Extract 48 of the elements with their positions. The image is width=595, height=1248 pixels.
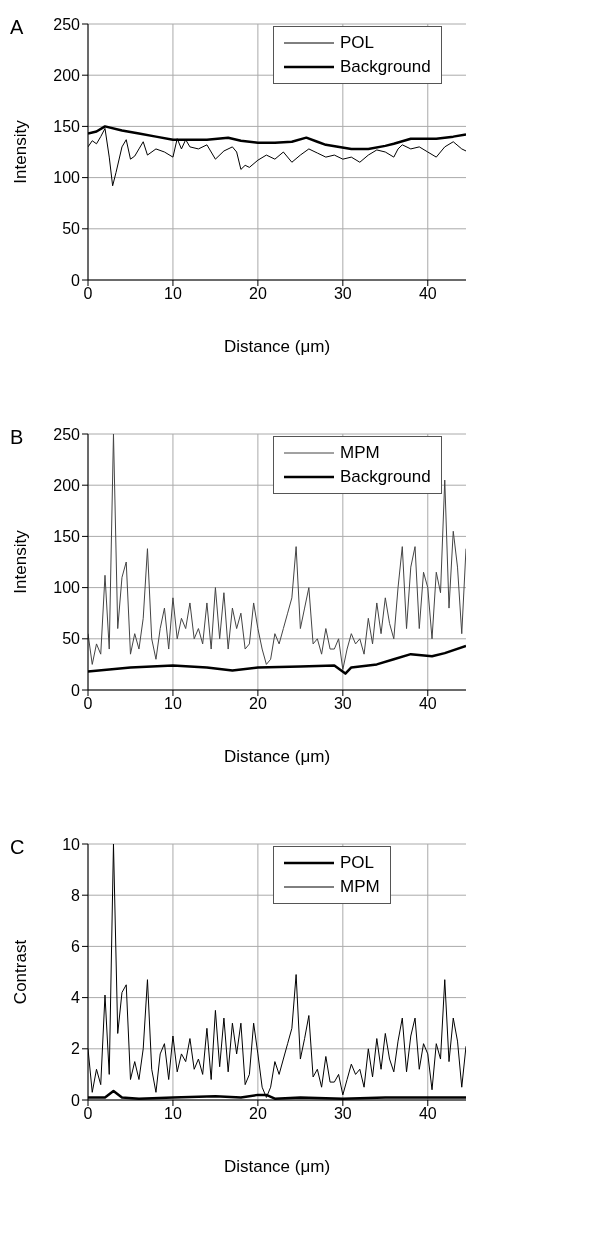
- x-tick-label: 10: [164, 1105, 182, 1123]
- chart-title: A: [10, 16, 24, 39]
- x-tick-label: 40: [418, 285, 437, 303]
- y-tick-label: 10: [62, 835, 81, 853]
- y-tick-label: 100: [53, 169, 81, 187]
- y-tick-label: 200: [53, 66, 81, 84]
- x-tick-label: 30: [333, 1105, 352, 1123]
- x-tick-label: 40: [418, 1105, 437, 1123]
- y-tick-label: 250: [53, 15, 81, 33]
- x-tick-label: 10: [164, 285, 182, 303]
- y-tick-label: 2: [71, 1040, 81, 1058]
- y-tick-label: 0: [71, 681, 81, 699]
- y-tick-label: 250: [53, 425, 81, 443]
- x-tick-label: 20: [248, 1105, 267, 1123]
- y-tick-label: 150: [53, 528, 81, 546]
- y-tick-label: 50: [62, 630, 81, 648]
- chart-title: B: [10, 426, 24, 449]
- x-tick-label: 40: [418, 695, 437, 713]
- legend-label: POL: [340, 853, 375, 873]
- x-tick-label: 0: [83, 695, 93, 713]
- x-tick-label: 10: [164, 695, 182, 713]
- x-axis-title: Distance (μm): [223, 1157, 331, 1176]
- legend-label: Background: [340, 57, 431, 77]
- y-tick-label: 0: [71, 1091, 81, 1109]
- y-axis-title: Intensity: [11, 119, 31, 184]
- y-axis-title: Contrast: [11, 939, 31, 1005]
- x-tick-label: 20: [248, 285, 267, 303]
- legend-label: POL: [340, 33, 375, 53]
- y-axis-title: Intensity: [11, 529, 31, 594]
- x-tick-label: 0: [83, 285, 93, 303]
- y-tick-label: 100: [53, 579, 81, 597]
- x-tick-label: 0: [83, 1105, 93, 1123]
- x-axis-title: Distance (μm): [223, 747, 331, 766]
- chart-title: C: [10, 836, 25, 859]
- x-tick-label: 30: [333, 695, 352, 713]
- y-tick-label: 50: [62, 220, 81, 238]
- legend-label: MPM: [340, 877, 380, 897]
- x-axis-title: Distance (μm): [223, 337, 331, 356]
- legend-label: MPM: [340, 443, 380, 463]
- x-tick-label: 30: [333, 285, 352, 303]
- y-tick-label: 8: [71, 886, 81, 904]
- y-tick-label: 200: [53, 476, 81, 494]
- y-tick-label: 150: [53, 118, 81, 136]
- y-tick-label: 6: [71, 938, 81, 956]
- y-tick-label: 0: [71, 271, 81, 289]
- y-tick-label: 4: [71, 989, 81, 1007]
- legend-label: Background: [340, 467, 431, 487]
- x-tick-label: 20: [248, 695, 267, 713]
